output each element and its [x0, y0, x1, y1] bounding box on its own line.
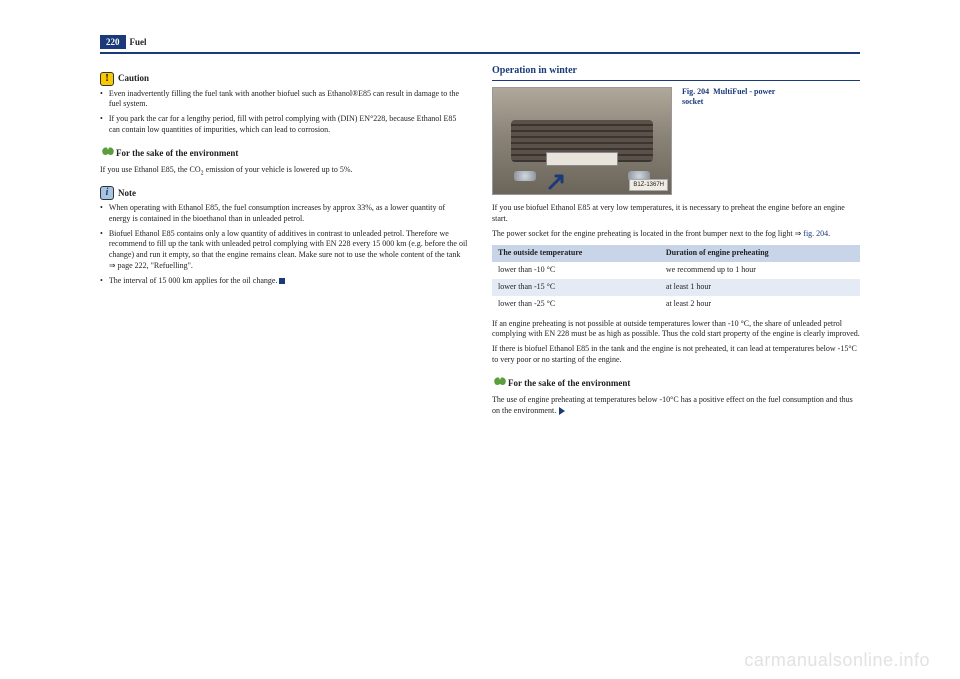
- car-foglight-graphic: [514, 171, 535, 182]
- table-header-cell: Duration of engine preheating: [660, 245, 860, 262]
- note-bullet-text: The interval of 15 000 km applies for th…: [109, 276, 468, 287]
- continue-arrow-icon: [559, 407, 565, 415]
- caution-bullet: • Even inadvertently filling the fuel ta…: [100, 89, 468, 111]
- note-heading-text: Note: [118, 187, 136, 199]
- env-paragraph: If you use Ethanol E85, the CO2 emission…: [100, 165, 468, 178]
- paragraph: If there is biofuel Ethanol E85 in the t…: [492, 344, 860, 366]
- table-cell: at least 1 hour: [660, 279, 860, 296]
- table-cell: at least 2 hour: [660, 296, 860, 313]
- environment-icon: [492, 374, 508, 393]
- env-heading-text: For the sake of the environment: [508, 377, 630, 389]
- watermark: carmanualsonline.info: [744, 650, 930, 671]
- note-icon: i: [100, 186, 114, 200]
- paragraph: The power socket for the engine preheati…: [492, 229, 860, 240]
- env-heading: For the sake of the environment: [492, 374, 860, 393]
- env-text-post: emission of your vehicle is lowered up t…: [204, 165, 353, 174]
- paragraph: If an engine preheating is not possible …: [492, 319, 860, 341]
- table-cell: lower than -25 °C: [492, 296, 660, 313]
- note-bullet-text-inner: The interval of 15 000 km applies for th…: [109, 276, 278, 285]
- env-text-pre: If you use Ethanol E85, the CO: [100, 165, 201, 174]
- figure-code-label: B1Z-1367H: [629, 179, 668, 191]
- title-underline: [492, 80, 860, 81]
- preheating-table: The outside temperature Duration of engi…: [492, 245, 860, 312]
- para-text: The power socket for the engine preheati…: [492, 229, 803, 238]
- caution-heading: ! Caution: [100, 72, 468, 86]
- table-cell: lower than -10 °C: [492, 262, 660, 279]
- left-column: ! Caution • Even inadvertently filling t…: [100, 64, 468, 421]
- table-cell: lower than -15 °C: [492, 279, 660, 296]
- figure-caption: Fig. 204 MultiFuel - power socket: [682, 87, 792, 108]
- env-heading-text: For the sake of the environment: [116, 147, 238, 159]
- note-bullet: • The interval of 15 000 km applies for …: [100, 276, 468, 287]
- table-row: lower than -15 °C at least 1 hour: [492, 279, 860, 296]
- note-bullet-text: Biofuel Ethanol E85 contains only a low …: [109, 229, 468, 272]
- section-name: Fuel: [130, 37, 147, 47]
- table-row: lower than -25 °C at least 2 hour: [492, 296, 860, 313]
- table-header-cell: The outside temperature: [492, 245, 660, 262]
- note-bullet-text: When operating with Ethanol E85, the fue…: [109, 203, 468, 225]
- two-column-layout: ! Caution • Even inadvertently filling t…: [100, 64, 860, 421]
- right-column: Operation in winter B1Z-1367H Fig. 204 M…: [492, 64, 860, 421]
- note-heading: i Note: [100, 186, 468, 200]
- caution-bullet-text: If you park the car for a lengthy period…: [109, 114, 468, 136]
- env-paragraph: The use of engine preheating at temperat…: [492, 395, 860, 417]
- figure-image: B1Z-1367H: [492, 87, 672, 195]
- figure-number: Fig. 204: [682, 87, 709, 96]
- table-header-row: The outside temperature Duration of engi…: [492, 245, 860, 262]
- caution-icon: !: [100, 72, 114, 86]
- bullet-marker: •: [100, 203, 103, 225]
- caution-bullet: • If you park the car for a lengthy peri…: [100, 114, 468, 136]
- bullet-marker: •: [100, 114, 103, 136]
- bullet-marker: •: [100, 89, 103, 111]
- bullet-marker: •: [100, 276, 103, 287]
- para-text: .: [828, 229, 830, 238]
- header-rule: [100, 52, 860, 54]
- note-bullet: • Biofuel Ethanol E85 contains only a lo…: [100, 229, 468, 272]
- env-heading: For the sake of the environment: [100, 144, 468, 163]
- paragraph: If you use biofuel Ethanol E85 at very l…: [492, 203, 860, 225]
- environment-icon: [100, 144, 116, 163]
- figure-block: B1Z-1367H Fig. 204 MultiFuel - power soc…: [492, 87, 860, 195]
- note-bullet: • When operating with Ethanol E85, the f…: [100, 203, 468, 225]
- table-row: lower than -10 °C we recommend up to 1 h…: [492, 262, 860, 279]
- page-header: 220 Fuel: [100, 35, 860, 49]
- arrow-indicator-icon: [546, 164, 574, 192]
- section-end-marker: [279, 278, 285, 284]
- figure-reference: fig. 204: [803, 229, 828, 238]
- page-wrapper: 220 Fuel ! Caution • Even inadvertently …: [0, 0, 960, 441]
- caution-heading-text: Caution: [118, 72, 149, 84]
- page-number: 220: [100, 35, 126, 49]
- env-text: The use of engine preheating at temperat…: [492, 395, 853, 415]
- bullet-marker: •: [100, 229, 103, 272]
- table-cell: we recommend up to 1 hour: [660, 262, 860, 279]
- caution-bullet-text: Even inadvertently filling the fuel tank…: [109, 89, 468, 111]
- section-title: Operation in winter: [492, 64, 860, 78]
